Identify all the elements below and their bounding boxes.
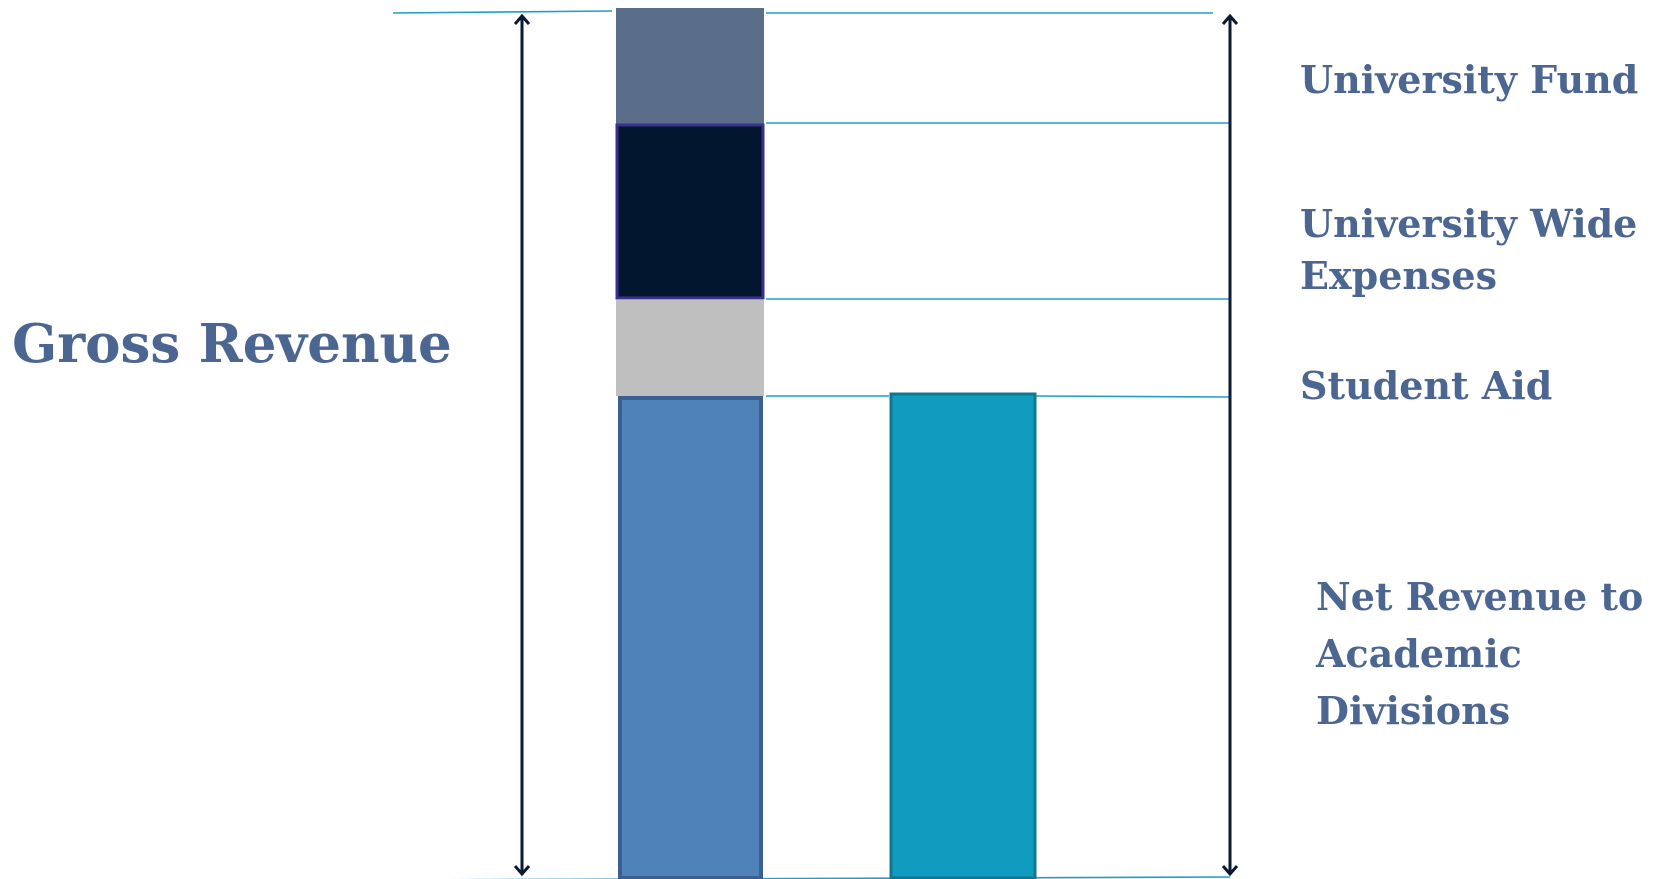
- guide-line-top-left: [392, 10, 613, 14]
- university-fund-segment: [616, 8, 764, 124]
- net-revenue-bar: [889, 392, 1037, 879]
- guide-line-student-aid-right: [1035, 395, 1231, 398]
- university-wide-expenses-segment: [615, 123, 765, 300]
- student-aid-label: Student Aid: [1300, 363, 1553, 408]
- student-aid-segment: [616, 300, 764, 396]
- net-revenue-segment: [618, 396, 763, 879]
- gross-revenue-label: Gross Revenue: [12, 313, 452, 375]
- university-wide-expenses-label: University Wide Expenses: [1300, 201, 1638, 298]
- university-fund-label: University Fund: [1300, 57, 1639, 102]
- net-revenue-label: Net Revenue to Academic Divisions: [1316, 574, 1644, 733]
